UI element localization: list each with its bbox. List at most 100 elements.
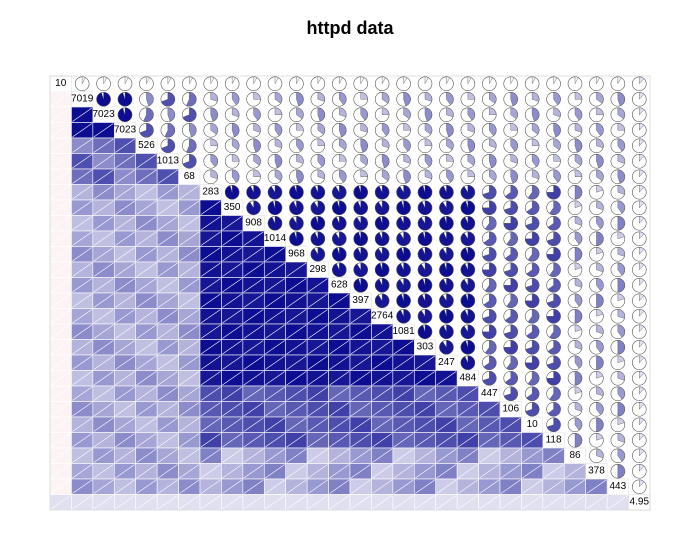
pie-slice: [617, 293, 625, 302]
pie-slice: [574, 309, 583, 324]
pie-slice: [381, 107, 390, 115]
pie-slice: [396, 309, 411, 324]
shade-line: [72, 123, 93, 138]
shade-line: [115, 278, 135, 293]
shade-line: [329, 495, 350, 510]
shade-line: [265, 464, 285, 479]
shade-line: [500, 448, 521, 463]
pie-slice: [639, 402, 645, 410]
shade-line: [179, 200, 200, 215]
pie-slice: [510, 123, 518, 131]
pie-slice: [439, 262, 454, 277]
shade-line: [307, 448, 328, 463]
pie-slice: [617, 355, 625, 364]
shade-line: [157, 324, 178, 339]
shade-line: [136, 324, 157, 339]
pie-slice: [504, 309, 518, 324]
pie-slice: [317, 138, 326, 146]
shade-line: [243, 417, 264, 432]
pie-slice: [639, 154, 645, 162]
shade-line: [72, 216, 93, 231]
shade-line: [393, 402, 414, 417]
shade-line: [93, 231, 114, 246]
shade-line: [265, 417, 285, 432]
shade-line: [72, 247, 93, 262]
shade-line: [157, 402, 178, 417]
shade-line: [50, 92, 71, 107]
pie-slice: [396, 293, 411, 308]
pie-slice: [339, 107, 347, 118]
pie-slice: [503, 216, 518, 231]
shade-line: [372, 324, 393, 339]
pie-slice: [186, 92, 197, 107]
shade-line: [136, 231, 157, 246]
shade-line: [179, 216, 200, 231]
shade-line: [222, 278, 243, 293]
pie-slice: [189, 76, 193, 84]
shade-line: [200, 340, 221, 355]
pie-slice: [596, 386, 604, 397]
pie-slice: [460, 200, 476, 215]
pie-slice: [296, 138, 304, 152]
shade-line: [93, 479, 114, 494]
pie-slice: [467, 169, 476, 177]
pie-slice: [231, 76, 236, 84]
shade-line: [307, 433, 328, 448]
shade-line: [157, 448, 178, 463]
pie-slice: [267, 185, 283, 200]
shade-line: [265, 448, 285, 463]
pie-slice: [253, 76, 258, 84]
shade-line: [243, 386, 264, 401]
pie-slice: [483, 231, 497, 246]
diag-label: 447: [481, 388, 498, 399]
shade-line: [50, 371, 71, 386]
pie-slice: [253, 123, 261, 133]
shade-line: [200, 231, 221, 246]
pie-slice: [439, 216, 454, 231]
pie-slice: [639, 185, 645, 193]
pie-slice: [506, 231, 518, 246]
pie-slice: [467, 154, 476, 166]
pie-slice: [617, 231, 625, 240]
pie-slice: [446, 169, 454, 183]
shade-line: [222, 355, 243, 370]
shade-line: [115, 200, 135, 215]
pie-slice: [446, 123, 454, 138]
shade-line: [93, 340, 114, 355]
shade-line: [607, 495, 628, 510]
shade-line: [479, 417, 500, 432]
pie-slice: [531, 107, 540, 122]
shade-line: [93, 154, 114, 169]
pie-slice: [417, 231, 433, 246]
shade-line: [307, 309, 328, 324]
shade-line: [286, 309, 307, 324]
pie-slice: [506, 293, 518, 308]
shade-line: [50, 123, 71, 138]
pie-slice: [446, 92, 454, 106]
shade-line: [72, 185, 93, 200]
shade-line: [415, 371, 435, 386]
shade-line: [200, 247, 221, 262]
pie-slice: [527, 309, 540, 324]
shade-line: [415, 386, 435, 401]
chart-title: httpd data: [306, 18, 394, 38]
pie-slice: [596, 200, 604, 211]
pie-slice: [360, 154, 368, 166]
pie-slice: [253, 138, 261, 153]
pie-slice: [403, 123, 411, 131]
shade-line: [222, 386, 243, 401]
diag-label: 4.95: [630, 497, 650, 508]
shade-line: [115, 340, 135, 355]
pie-slice: [381, 92, 390, 104]
pie-slice: [553, 123, 561, 138]
shade-line: [522, 448, 543, 463]
pie-slice: [360, 76, 365, 84]
shade-line: [200, 355, 221, 370]
pie-slice: [396, 262, 411, 277]
pie-slice: [546, 231, 561, 246]
pie-slice: [617, 216, 626, 231]
shade-line: [329, 386, 350, 401]
shade-line: [565, 495, 585, 510]
pie-slice: [484, 340, 497, 355]
